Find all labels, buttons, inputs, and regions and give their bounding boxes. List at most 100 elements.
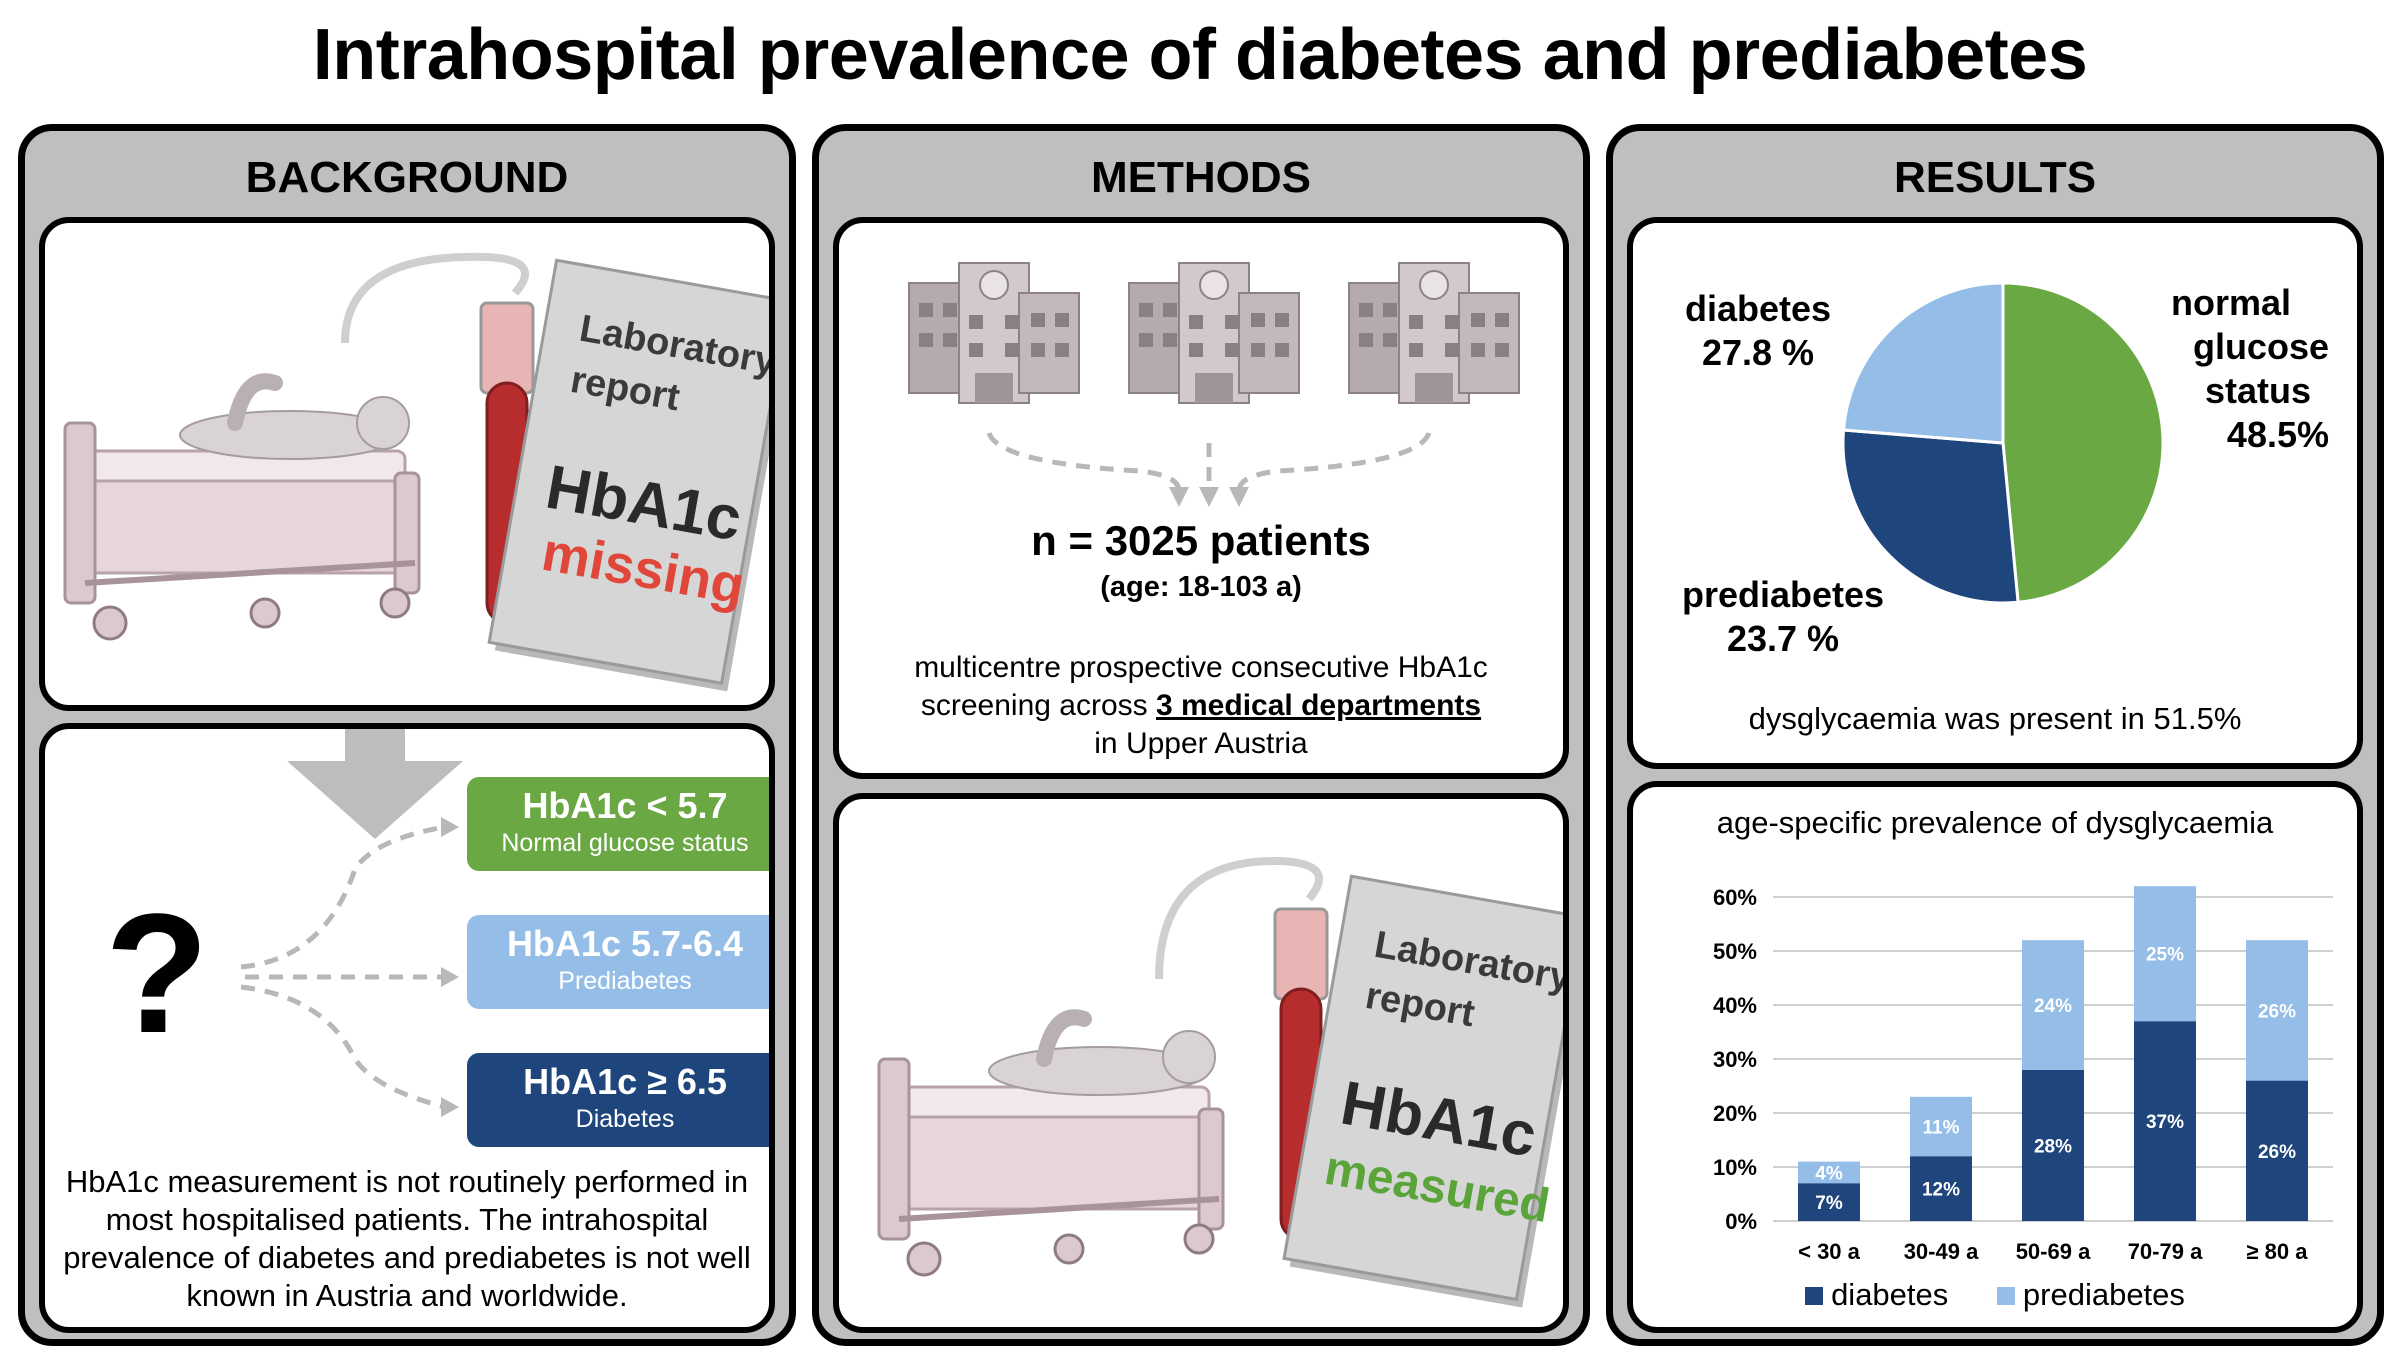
down-arrow-icon: [287, 729, 463, 839]
pie-label-normal-line1: normal: [2170, 282, 2291, 323]
background-column: BACKGROUND: [18, 124, 796, 1346]
dysglycaemia-note: dysglycaemia was present in 51.5%: [1748, 701, 2242, 736]
patient-icon: [988, 1009, 1216, 1096]
bar-legend: diabetes prediabetes: [1633, 1277, 2357, 1313]
x-tick-label: 30-49 a: [1904, 1239, 1979, 1264]
arrow-diagram: [240, 729, 463, 1117]
bar-value-label: 28%: [2034, 1136, 2072, 1157]
y-tick-label: 30%: [1713, 1047, 1757, 1072]
lab-report-icon: Laboratory report HbA1c missing: [487, 258, 769, 692]
bar-value-label: 7%: [1815, 1193, 1843, 1214]
category-prediabetes-threshold: HbA1c 5.7-6.4: [506, 923, 744, 964]
background-categories-panel: ? HbA1c < 5.7 Normal glucose status HbA1…: [39, 723, 775, 1333]
legend-swatch-prediabetes: [1996, 1287, 2015, 1305]
category-diabetes-label: Diabetes: [575, 1105, 675, 1133]
hospital-bed-icon: [877, 1057, 1225, 1277]
hospital-icons: [908, 262, 1520, 507]
age-range: (age: 18-103 a): [1100, 571, 1302, 603]
bar-diabetes: [1798, 1183, 1860, 1221]
converging-arrows: [986, 431, 1432, 492]
x-tick-label: ≥ 80 a: [2246, 1239, 2308, 1264]
lab-report-icon: Laboratory report HbA1c measured: [1282, 874, 1563, 1308]
pie-label-diabetes: diabetes 27.8 %: [1643, 287, 1873, 375]
y-tick-label: 60%: [1713, 885, 1757, 910]
bar-value-label: 12%: [1922, 1180, 1960, 1201]
bar-diabetes: [2246, 1080, 2308, 1221]
bar-prediabetes: [2246, 940, 2308, 1081]
category-diabetes-box: HbA1c ≥ 6.5 Diabetes: [467, 1053, 769, 1147]
category-prediabetes-label: Prediabetes: [558, 967, 692, 995]
dashed-arrows: [240, 824, 446, 1110]
bar-value-label: 4%: [1815, 1163, 1843, 1184]
legend-label-prediabetes: prediabetes: [2022, 1277, 2185, 1312]
methods-column: METHODS: [812, 124, 1590, 1346]
y-tick-label: 0%: [1725, 1209, 1757, 1234]
category-normal-box: HbA1c < 5.7 Normal glucose status: [467, 777, 769, 871]
y-tick-label: 40%: [1713, 993, 1757, 1018]
bar-prediabetes: [1798, 1161, 1860, 1184]
methods-desc-line3: in Upper Austria: [1094, 727, 1308, 760]
background-text-line: prevalence of diabetes and prediabetes i…: [63, 1240, 751, 1275]
pie-slice-diabetes: [1841, 428, 2020, 605]
bar-value-label: 26%: [2258, 1001, 2296, 1022]
missing-report-illustration: Laboratory report HbA1c missing: [63, 252, 769, 692]
bar-value-label: 25%: [2146, 945, 2184, 966]
methods-study-panel: n = 3025 patients (age: 18-103 a) multic…: [833, 217, 1569, 779]
methods-description: multicentre prospective consecutive HbA1…: [839, 649, 1563, 763]
bar-prediabetes: [1910, 1096, 1972, 1157]
pie-label-prediabetes: prediabetes 23.7 %: [1653, 573, 1913, 661]
methods-illustration-panel: Laboratory report HbA1c measured: [833, 793, 1569, 1333]
methods-heading: METHODS: [1091, 153, 1311, 202]
background-text-line: known in Austria and worldwide.: [186, 1278, 628, 1313]
pie-label-normal-value: 48.5%: [2226, 414, 2329, 455]
patient-icon: [179, 373, 410, 460]
bar-diabetes: [2022, 1069, 2084, 1221]
methods-desc-emphasis: 3 medical departments: [1155, 689, 1482, 722]
background-illustration-panel: Laboratory report HbA1c missing: [39, 217, 775, 711]
legend-label-diabetes: diabetes: [1831, 1277, 1949, 1312]
category-normal-label: Normal glucose status: [501, 829, 749, 857]
page-title: Intrahospital prevalence of diabetes and…: [312, 15, 2088, 95]
y-tick-label: 10%: [1713, 1155, 1757, 1180]
pie-panel: diabetes 27.8 % normal glucose status 48…: [1627, 217, 2363, 769]
bar-diabetes: [1910, 1156, 1972, 1221]
bar-prediabetes: [2022, 940, 2084, 1070]
methods-desc-line2: screening across: [920, 689, 1156, 722]
y-tick-label: 50%: [1713, 939, 1757, 964]
results-column: RESULTS diabetes 27.8 % normal glucose s…: [1606, 124, 2384, 1346]
bar-value-label: 37%: [2146, 1112, 2184, 1133]
bar-value-label: 26%: [2258, 1142, 2296, 1163]
background-text: HbA1c measurement is not routinely perfo…: [45, 1163, 769, 1315]
background-heading: BACKGROUND: [245, 153, 569, 202]
bar-chart-title: age-specific prevalence of dysglycaemia: [1716, 805, 2274, 840]
x-tick-label: 70-79 a: [2128, 1239, 2203, 1264]
bar-value-label: 11%: [1923, 1118, 1960, 1139]
y-tick-label: 20%: [1713, 1101, 1757, 1126]
x-tick-label: 50-69 a: [2016, 1239, 2091, 1264]
sample-size: n = 3025 patients: [1031, 517, 1371, 564]
stacked-bar-chart: 0% 10% 20% 30% 40% 50% 60% 7% 4% < 30 a 12% 11% 30-4…: [1713, 885, 2333, 1264]
bar-diabetes: [2134, 1021, 2196, 1221]
pie-label-prediabetes-name: prediabetes: [1681, 574, 1885, 615]
background-text-line: most hospitalised patients. The intrahos…: [105, 1202, 709, 1237]
pie-label-prediabetes-value: 23.7 %: [1726, 618, 1840, 659]
methods-desc-line1: multicentre prospective consecutive HbA1…: [914, 651, 1488, 684]
results-heading: RESULTS: [1893, 153, 2097, 202]
pie-label-diabetes-value: 27.8 %: [1701, 332, 1815, 373]
pie-label-diabetes-name: diabetes: [1684, 288, 1832, 329]
question-mark: ?: [105, 879, 209, 1069]
pie-slice-normal: [2001, 281, 2165, 604]
bar-panel: age-specific prevalence of dysglycaemia …: [1627, 781, 2363, 1333]
pie-label-normal-line2: glucose: [2192, 326, 2329, 367]
pie-label-normal-line3: status: [2204, 370, 2311, 411]
bar-value-label: 24%: [2034, 996, 2072, 1017]
pie-chart: [1841, 281, 2165, 605]
category-normal-threshold: HbA1c < 5.7: [522, 785, 728, 826]
pie-label-normal: normal glucose status 48.5%: [2123, 281, 2353, 457]
background-text-line: HbA1c measurement is not routinely perfo…: [65, 1164, 749, 1199]
bar-prediabetes: [2134, 886, 2196, 1022]
measured-report-illustration: Laboratory report HbA1c measured: [877, 856, 1563, 1308]
hospital-icon: [908, 262, 1080, 404]
x-tick-label: < 30 a: [1798, 1239, 1861, 1264]
category-diabetes-threshold: HbA1c ≥ 6.5: [523, 1061, 727, 1102]
